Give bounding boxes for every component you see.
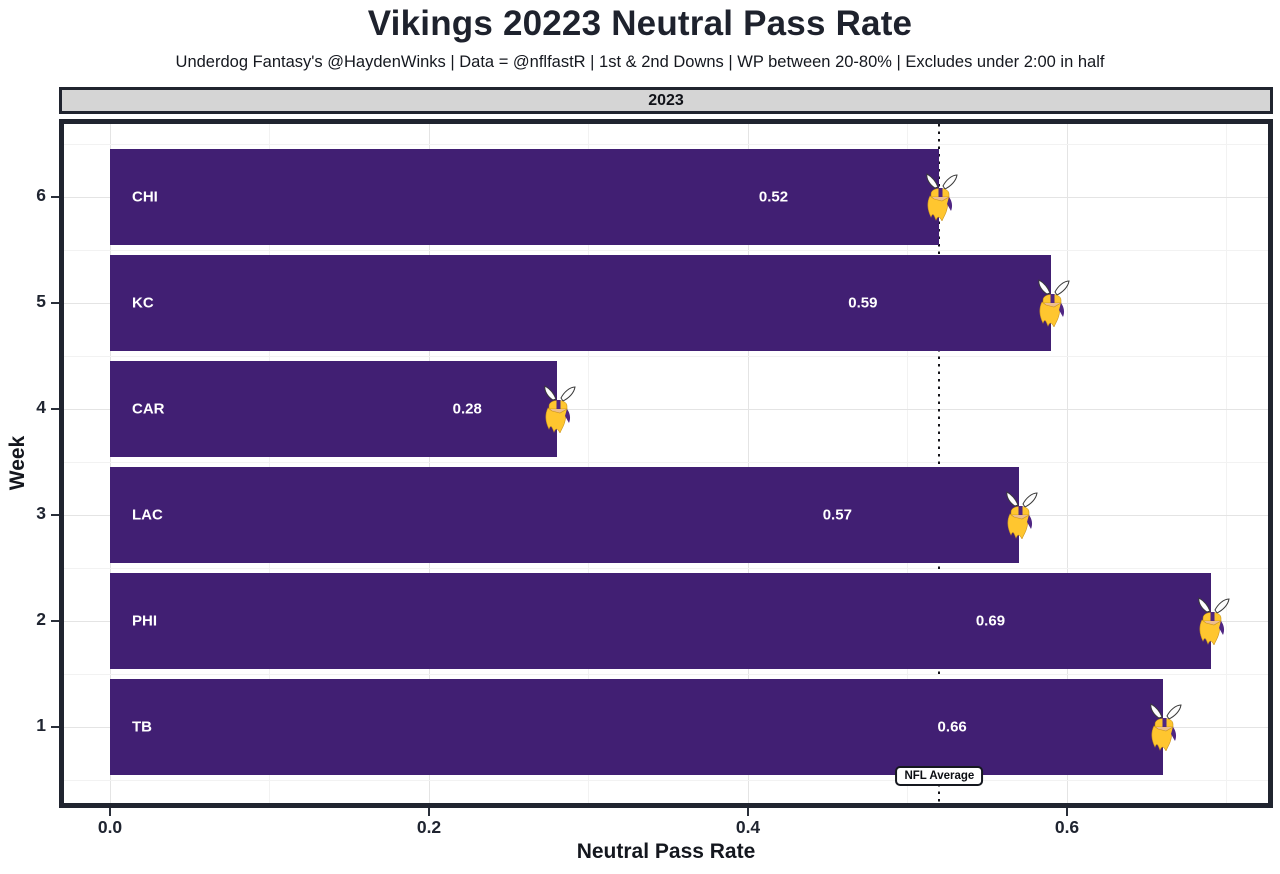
horn-right	[1054, 280, 1070, 296]
gridline-minor-y	[64, 567, 1268, 569]
braid	[947, 197, 953, 211]
braid	[1170, 727, 1176, 741]
pass-rate-value: 0.69	[975, 612, 1006, 630]
helmet-stripe	[1050, 294, 1055, 303]
vikings-logo-icon	[1030, 279, 1072, 328]
pass-rate-bar	[110, 361, 557, 457]
y-tick-label: 4	[36, 397, 46, 417]
y-tick-mark	[51, 620, 59, 622]
chart-subtitle: Underdog Fantasy's @HaydenWinks | Data =…	[175, 53, 1105, 71]
y-tick-mark	[51, 302, 59, 304]
gridline-minor-y	[64, 461, 1268, 463]
pass-rate-bar	[110, 467, 1020, 563]
pass-rate-value: 0.59	[848, 294, 878, 312]
horn-right	[1213, 598, 1230, 614]
x-tick-mark	[109, 808, 111, 816]
opponent-label: KC	[132, 294, 154, 312]
facet-label: 2023	[648, 91, 684, 109]
y-tick-mark	[51, 726, 59, 728]
horn-right	[1166, 704, 1182, 720]
vikings-logo-icon	[536, 385, 578, 434]
x-tick-label: 0.2	[416, 817, 442, 837]
pass-rate-value: 0.28	[452, 400, 482, 418]
helmet-stripe	[556, 400, 561, 409]
x-tick-mark	[428, 808, 430, 816]
opponent-label: CHI	[132, 188, 158, 206]
horn-left	[543, 385, 557, 401]
gridline-minor-y	[64, 249, 1268, 251]
y-tick-label: 2	[36, 609, 46, 629]
chart-title: Vikings 20223 Neutral Pass Rate	[367, 4, 913, 43]
opponent-label: CAR	[132, 400, 165, 418]
horn-right	[560, 386, 576, 402]
pass-rate-bar	[110, 679, 1163, 775]
horn-right	[942, 174, 958, 190]
pass-rate-bar	[110, 573, 1211, 669]
x-axis-title: Neutral Pass Rate	[576, 840, 756, 863]
gridline-minor-y	[64, 673, 1268, 675]
pass-rate-value: 0.52	[758, 188, 789, 206]
y-tick-label: 6	[36, 185, 46, 205]
vikings-logo-icon	[998, 491, 1040, 540]
x-tick-mark	[747, 808, 749, 816]
horn-left	[1038, 279, 1051, 295]
y-tick-label: 5	[36, 291, 46, 311]
y-tick-mark	[51, 408, 59, 410]
y-tick-mark	[51, 514, 59, 516]
vikings-logo-icon	[918, 173, 960, 222]
horn-left	[1006, 491, 1019, 507]
x-tick-label: 0.0	[97, 817, 123, 837]
nfl-average-label: NFL Average	[895, 766, 984, 786]
y-tick-label: 1	[36, 715, 46, 735]
x-tick-mark	[1066, 808, 1068, 816]
facet-strip: 2023	[59, 87, 1273, 114]
helmet-stripe	[1018, 506, 1023, 515]
pass-rate-value: 0.66	[937, 718, 967, 736]
y-tick-label: 3	[36, 503, 46, 523]
x-tick-label: 0.6	[1054, 817, 1080, 837]
plot-panel: CHI 0.52 KC 0.59 CAR 0.28 LAC 0.57 PHI 0.69 TB 0.66…	[59, 119, 1273, 808]
gridline-minor-y	[64, 779, 1268, 781]
gridline-minor-x	[1226, 124, 1227, 803]
helmet-stripe	[1162, 718, 1167, 727]
opponent-label: PHI	[132, 612, 158, 630]
pass-rate-value: 0.57	[822, 506, 852, 524]
braid	[564, 409, 570, 423]
vikings-logo-icon	[1190, 597, 1232, 646]
horn-left	[1197, 597, 1211, 613]
nfl-average-line	[938, 124, 941, 803]
gridline-minor-y	[64, 355, 1268, 357]
plot-area: CHI 0.52 KC 0.59 CAR 0.28 LAC 0.57 PHI 0.69 TB 0.66…	[64, 124, 1268, 803]
y-tick-mark	[51, 196, 59, 198]
vikings-logo-icon	[1142, 703, 1184, 752]
y-axis-title: Week	[6, 435, 29, 491]
pass-rate-bar	[110, 255, 1052, 351]
pass-rate-bar	[110, 149, 940, 245]
x-tick-label: 0.4	[735, 817, 761, 837]
braid	[1059, 303, 1065, 317]
horn-left	[1150, 703, 1163, 719]
helmet-stripe	[938, 188, 943, 197]
helmet-stripe	[1210, 612, 1215, 621]
horn-left	[926, 173, 940, 189]
braid	[1027, 515, 1033, 529]
opponent-label: TB	[132, 718, 152, 736]
opponent-label: LAC	[132, 506, 163, 524]
braid	[1218, 621, 1224, 635]
horn-right	[1022, 492, 1038, 508]
gridline-minor-y	[64, 143, 1268, 145]
